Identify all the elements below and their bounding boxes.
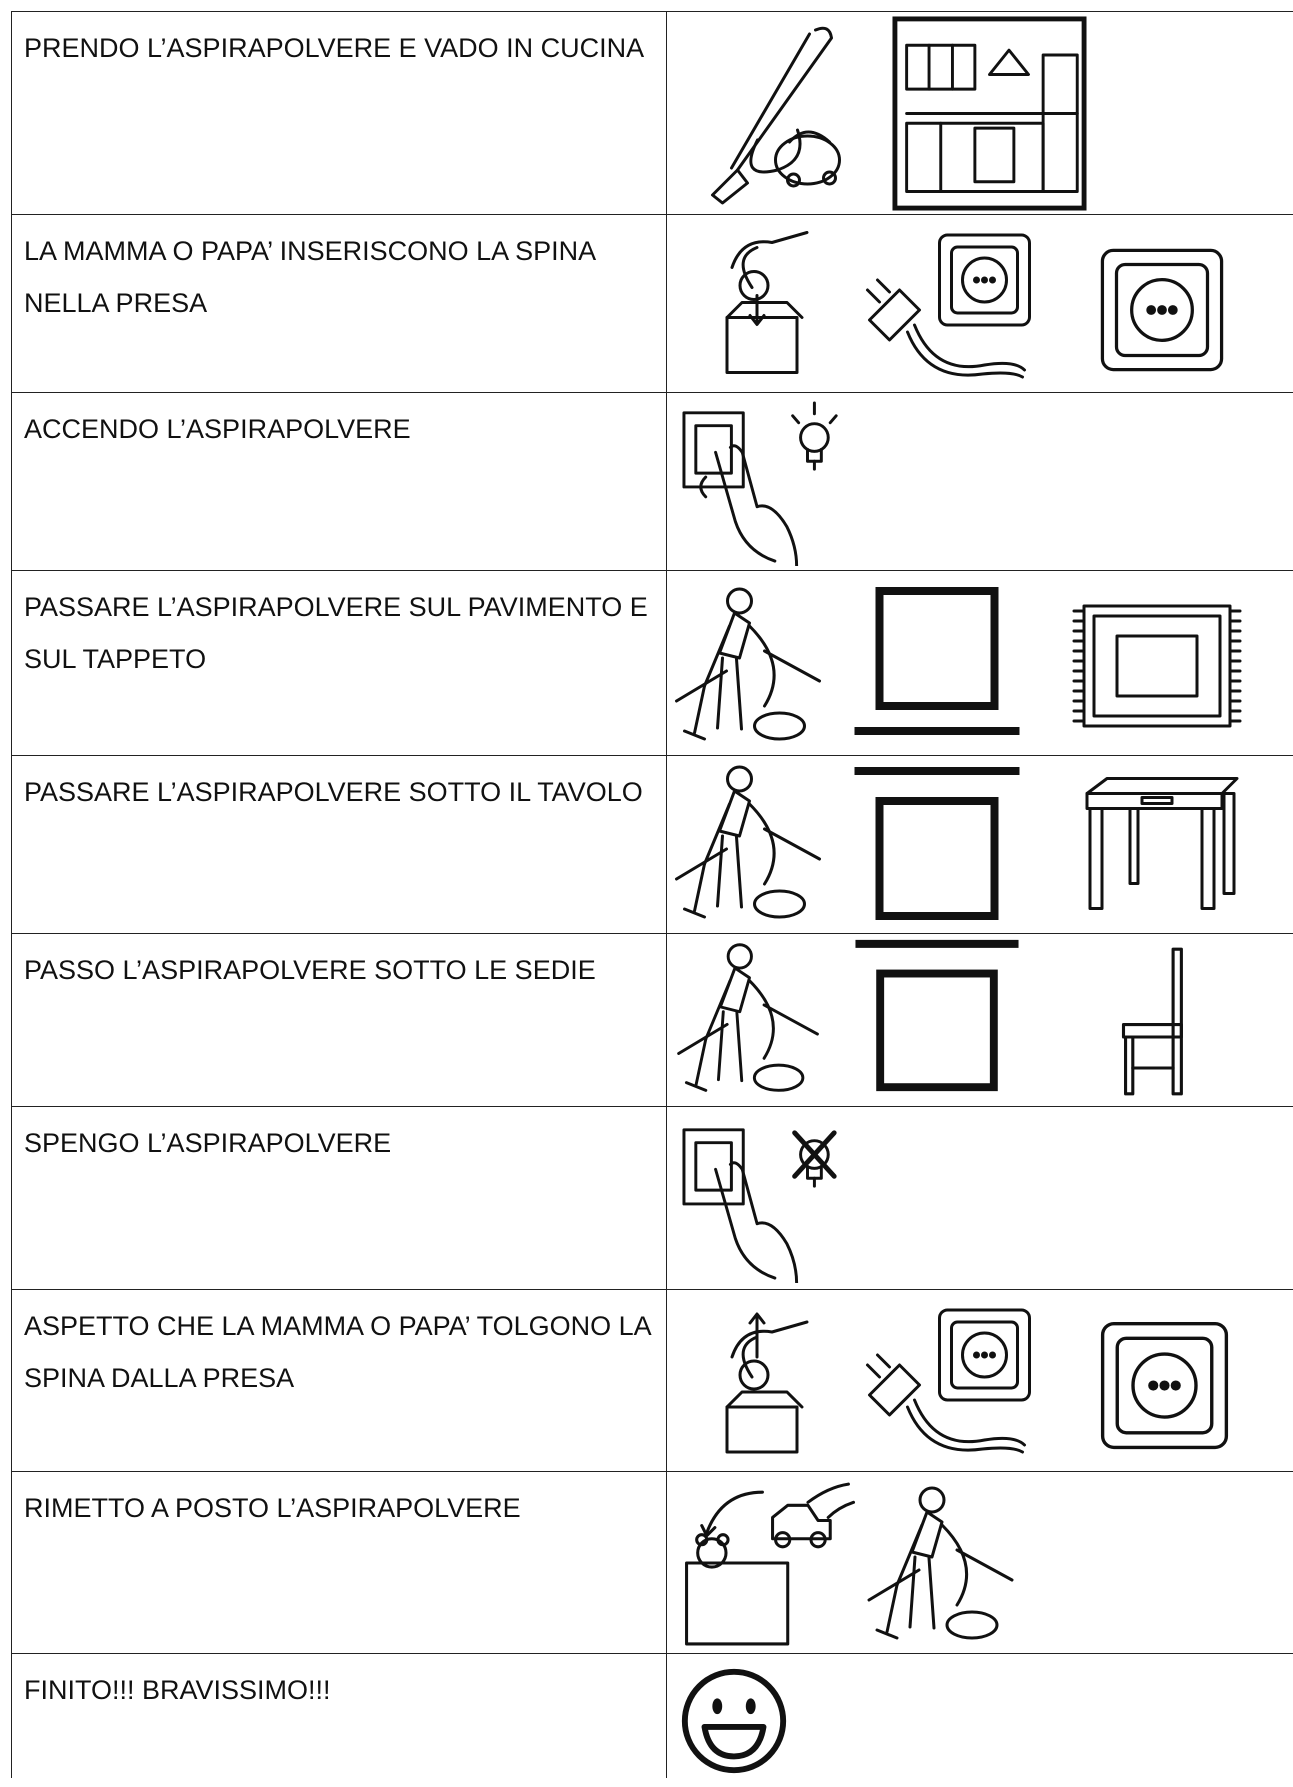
- table-row: PASSARE L’ASPIRAPOLVERE SUL PAVIMENTO E …: [11, 570, 1293, 756]
- pictograms: [667, 1107, 1293, 1288]
- vacuuming-person-icon: [867, 1486, 1014, 1640]
- pictogram-cell: [666, 755, 1293, 934]
- pictograms: [667, 1654, 1293, 1778]
- step-text: PASSARE L’ASPIRAPOLVERE SUL PAVIMENTO E …: [11, 570, 667, 756]
- pictogram-cell: [666, 11, 1293, 215]
- step-text: ACCENDO L’ASPIRAPOLVERE: [11, 392, 667, 571]
- step-text: FINITO!!! BRAVISSIMO!!!: [11, 1653, 667, 1778]
- rug-icon: [1072, 604, 1242, 728]
- on-symbol-icon: [855, 591, 1020, 731]
- box-out-icon: [725, 1312, 809, 1454]
- plug-socket-icon: [865, 1308, 1032, 1454]
- under-symbol-icon: [855, 771, 1020, 916]
- box-in-icon: [725, 230, 809, 375]
- step-text: RIMETTO A POSTO L’ASPIRAPOLVERE: [11, 1471, 667, 1654]
- step-text: PASSARE L’ASPIRAPOLVERE SOTTO IL TAVOLO: [11, 755, 667, 934]
- kitchen-icon: [895, 19, 1084, 208]
- pictogram-cell: [666, 570, 1293, 756]
- pictograms: [725, 230, 1224, 379]
- switch-on-icon: [682, 401, 838, 566]
- pictogram-cell: [666, 1471, 1293, 1654]
- table-row: ACCENDO L’ASPIRAPOLVERE: [11, 392, 1293, 571]
- vacuuming-person-icon: [677, 943, 819, 1092]
- table-icon: [1085, 776, 1239, 911]
- table-row: PASSARE L’ASPIRAPOLVERE SOTTO IL TAVOLO: [11, 755, 1293, 934]
- switch-off-icon: [684, 1130, 834, 1283]
- table-row: LA MAMMA O PAPA’ INSERISCONO LA SPINA NE…: [11, 214, 1293, 393]
- table-row: ASPETTO CHE LA MAMMA O PAPA’ TOLGONO LA …: [11, 1289, 1293, 1472]
- vacuuming-person-icon: [674, 587, 822, 741]
- step-text: PRENDO L’ASPIRAPOLVERE E VADO IN CUCINA: [11, 11, 667, 215]
- table-row: RIMETTO A POSTO L’ASPIRAPOLVERE: [11, 1471, 1293, 1654]
- pictograms: [685, 1482, 1014, 1646]
- pictograms: [710, 12, 1293, 213]
- table-row: PRENDO L’ASPIRAPOLVERE E VADO IN CUCINA: [11, 11, 1293, 215]
- pictograms: [682, 401, 838, 566]
- socket-icon: [1100, 248, 1224, 372]
- plug-socket-icon: [865, 233, 1032, 379]
- pictograms: [674, 765, 1239, 932]
- instruction-table: PRENDO L’ASPIRAPOLVERE E VADO IN CUCINA …: [11, 11, 1293, 1778]
- step-text: PASSO L’ASPIRAPOLVERE SOTTO LE SEDIE: [11, 933, 667, 1107]
- toy-box-icon: [685, 1482, 856, 1646]
- pictograms: [677, 934, 1183, 1096]
- under-symbol-icon: [855, 944, 1018, 1087]
- smiley-icon: [685, 1672, 783, 1770]
- vacuum-icon: [710, 26, 842, 205]
- step-text: LA MAMMA O PAPA’ INSERISCONO LA SPINA NE…: [11, 214, 667, 393]
- table-row: FINITO!!! BRAVISSIMO!!!: [11, 1653, 1293, 1778]
- pictograms: [674, 571, 1242, 741]
- pictogram-cell: [666, 1106, 1293, 1290]
- step-text: SPENGO L’ASPIRAPOLVERE: [11, 1106, 667, 1290]
- pictogram-cell: [666, 1289, 1293, 1472]
- step-text: ASPETTO CHE LA MAMMA O PAPA’ TOLGONO LA …: [11, 1289, 667, 1472]
- pictogram-cell: [666, 392, 1293, 571]
- socket-icon: [1100, 1321, 1229, 1450]
- table-row: PASSO L’ASPIRAPOLVERE SOTTO LE SEDIE: [11, 933, 1293, 1107]
- table-row: SPENGO L’ASPIRAPOLVERE: [11, 1106, 1293, 1290]
- pictograms: [725, 1308, 1229, 1454]
- chair-icon: [1121, 947, 1183, 1096]
- pictogram-cell: [666, 1653, 1293, 1778]
- vacuuming-person-icon: [674, 765, 822, 919]
- pictogram-cell: [666, 933, 1293, 1107]
- pictogram-cell: [666, 214, 1293, 393]
